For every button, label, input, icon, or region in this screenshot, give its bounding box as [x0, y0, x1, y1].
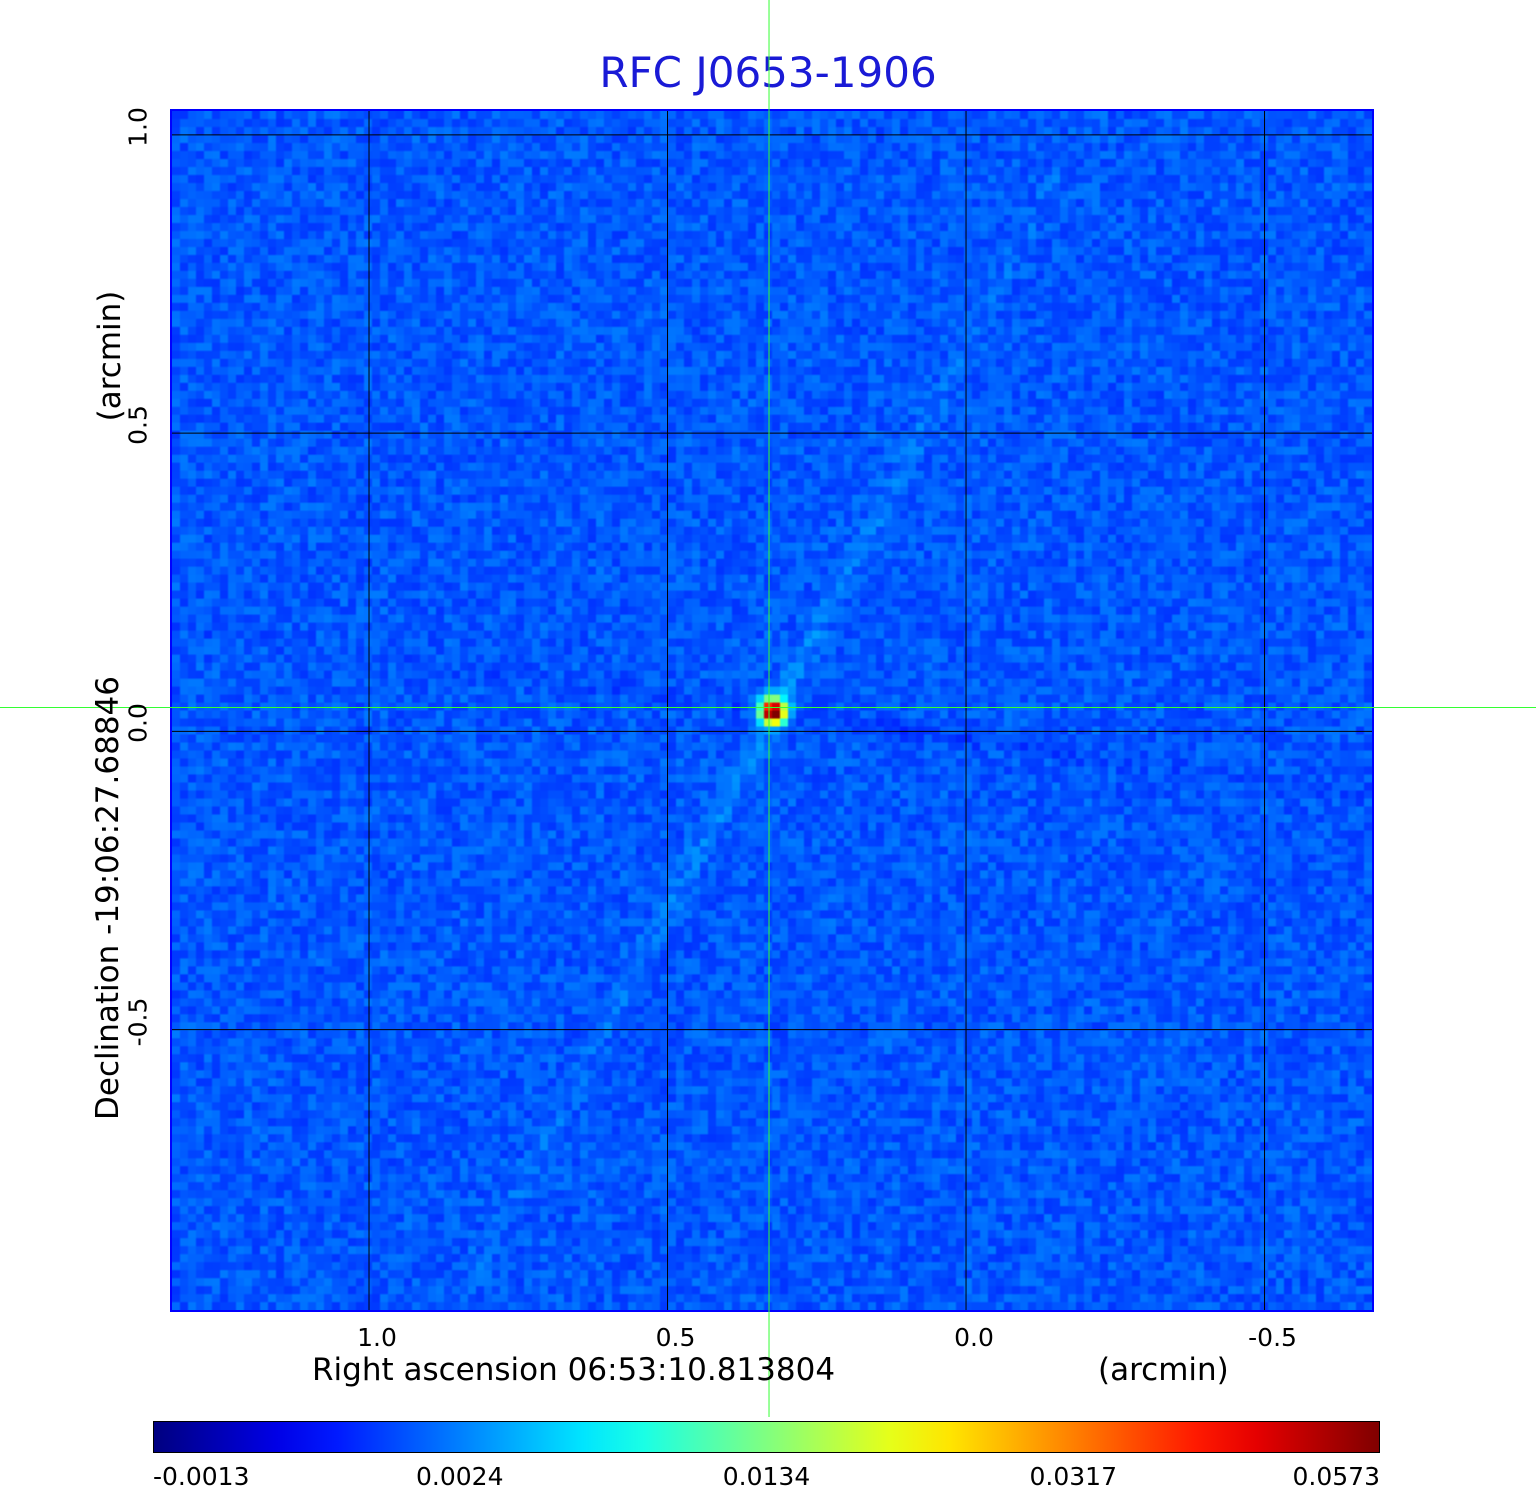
colorbar-tick-label: 0.0024	[416, 1462, 504, 1491]
y-axis-label: Declination -19:06:27.68846	[90, 676, 126, 1120]
colorbar	[153, 1421, 1380, 1453]
intensity-image	[172, 111, 1372, 1310]
x-tick-label: 0.5	[655, 1323, 696, 1352]
colorbar-tick-label: 0.0317	[1029, 1462, 1117, 1491]
colorbar-tick-label: -0.0013	[153, 1462, 250, 1491]
x-tick-label: 0.0	[954, 1323, 994, 1352]
x-tick-label: 1.0	[357, 1323, 397, 1352]
colorbar-tick-label: 0.0134	[722, 1462, 811, 1491]
colorbar-tick-label: 0.0573	[1292, 1462, 1380, 1491]
sky-map[interactable]	[170, 109, 1374, 1312]
y-tick-label: 0.0	[123, 703, 153, 744]
chart-title: RFC J0653-1906	[599, 48, 937, 97]
x-axis-label: Right ascension 06:53:10.813804	[312, 1352, 836, 1388]
x-axis-unit: (arcmin)	[1098, 1352, 1229, 1388]
y-axis-unit: (arcmin)	[92, 290, 128, 422]
x-tick-label: -0.5	[1248, 1323, 1297, 1352]
y-tick-label: 1.0	[123, 106, 153, 147]
y-tick-label: -0.5	[123, 997, 153, 1047]
